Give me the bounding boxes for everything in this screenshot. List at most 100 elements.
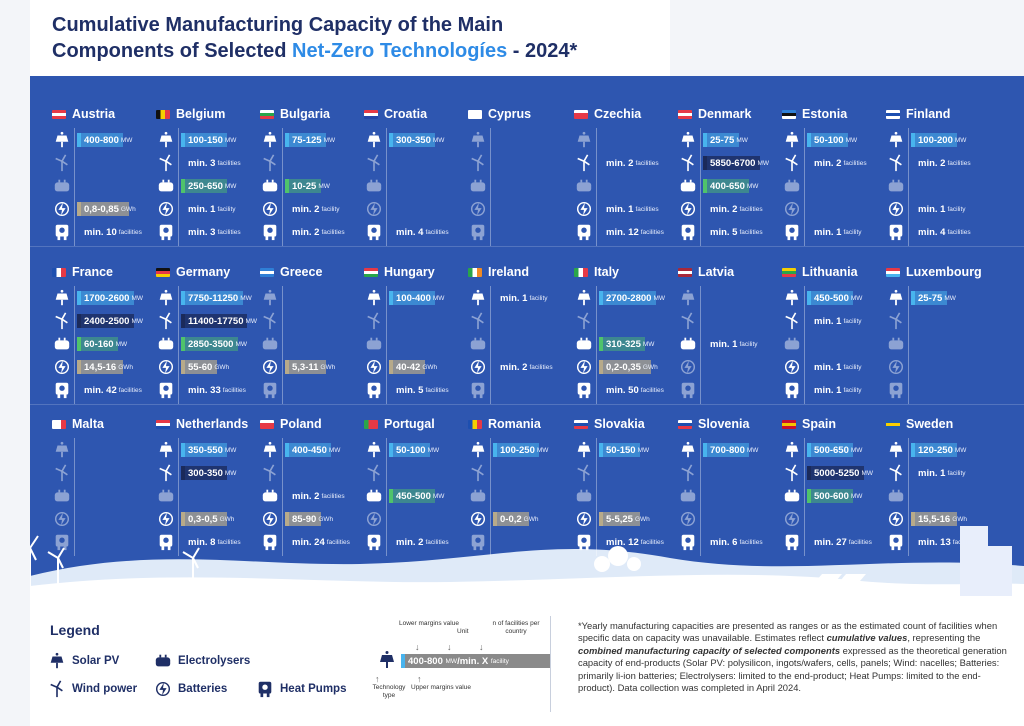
capacity-value: min. 12 [606,536,639,548]
capacity-value: 100-250 [500,444,535,456]
flag-icon [52,109,66,119]
country-panel: Austria 400-800 MW 0,8-0,85 GWh min. 10 facili… [30,76,1024,596]
capacity-bar: 500-650 MW [807,443,862,457]
icon-divider [282,128,283,246]
capacity-bar: 450-500 MW [389,489,444,503]
capacity-value: 40-42 [396,361,421,373]
wind-turbine-icon [886,153,906,173]
capacity-bar: 100-150 MW [181,133,236,147]
electrolyser-icon [468,176,488,196]
capacity-row: min. 13 facilities [911,534,976,550]
heat-pump-icon [52,532,72,552]
wind-turbine-icon [156,311,176,331]
capacity-unit: facility [321,205,340,213]
wind-turbine-icon [468,311,488,331]
capacity-bar: min. 2 facilities [807,156,867,170]
solar-panel-icon [886,288,906,308]
country-card-germany: Germany 7750-11250 MW 11400-17750 MW 2850-350… [156,264,262,409]
flag-icon [782,109,796,119]
capacity-row: 120-250 MW [911,442,966,458]
schema-sample-fac: facility [490,657,509,665]
capacity-value: 60-160 [84,338,114,350]
electrolyser-icon [574,334,594,354]
capacity-row: 0,2-0,35 GWh [599,359,658,375]
capacity-row: min. 24 facilities [285,534,350,550]
capacity-unit: facilities [947,228,971,236]
capacity-value: 250-650 [188,180,223,192]
country-name: Poland [280,417,322,431]
capacity-unit: facility [843,228,862,236]
icon-divider [908,438,909,556]
country-name: Lithuania [802,265,858,279]
capacity-row: min. 4 facilities [911,224,971,240]
capacity-row: min. 2 facilities [807,155,867,171]
heat-pump-icon [258,681,272,698]
country-card-luxembourg: Luxembourg 25-75 MW [886,264,992,409]
solar-panel-icon [574,130,594,150]
heat-pump-icon [678,532,698,552]
note-part-2: , representing the [907,632,981,644]
schema-sample-bar: 400-800 MW / min. X facility [401,654,551,668]
capacity-unit: GWh [320,363,336,371]
flag-icon [364,109,378,119]
electrolyser-icon [155,654,171,667]
capacity-unit: MW [653,294,665,302]
country-header: Sweden [886,416,953,432]
capacity-value: min. 24 [292,536,325,548]
capacity-bar: 55-60 GWh [181,360,229,374]
capacity-row: 0,3-0,5 GWh [181,511,234,527]
capacity-unit: facility [843,317,862,325]
wind-turbine-icon [678,463,698,483]
solar-panel-icon [468,440,488,460]
electrolyser-icon [886,176,906,196]
battery-icon [52,199,72,219]
solar-panel-icon [782,130,802,150]
schema-lower-label: Lower margins value [399,620,459,627]
country-header: Netherlands [156,416,248,432]
flag-icon [260,267,274,277]
capacity-bar: 0,3-0,5 GWh [181,512,234,526]
capacity-unit: MW [850,446,863,454]
wind-turbine-icon [260,311,280,331]
capacity-row: 100-200 MW [911,132,966,148]
capacity-unit: facilities [947,159,971,167]
country-header: Ireland [468,264,529,280]
country-header: Cyprus [468,106,531,122]
capacity-row: 5,3-11 GWh [285,359,335,375]
capacity-row: 40-42 GWh [389,359,437,375]
capacity-unit: MW [432,294,445,302]
capacity-bar: 5-5,25 GWh [599,512,650,526]
capacity-value: 100-400 [396,292,431,304]
capacity-unit: MW [757,159,769,167]
country-card-malta: Malta [52,416,158,561]
capacity-bar: min. 5 facilities [703,225,763,239]
capacity-row: min. 33 facilities [181,382,246,398]
country-header: Bulgaria [260,106,330,122]
capacity-bar: 100-250 MW [493,443,548,457]
icon-divider [596,128,597,246]
country-card-estonia: Estonia 50-100 MW min. 2 facilities min. 1 fac… [782,106,888,251]
schema-nfac-label: n of facilities per country [492,620,540,635]
electrolyser-icon [52,486,72,506]
solar-panel-icon [678,440,698,460]
solar-panel-icon [678,288,698,308]
capacity-bar: 300-350 MW [181,466,236,480]
capacity-bar: 5850-6700 MW [703,156,769,170]
icon-divider [700,128,701,246]
capacity-value: min. 3 [188,226,216,238]
capacity-unit: facilities [739,205,763,213]
note-bold-2: combined manufacturing capacity of selec… [578,644,841,656]
capacity-value: min. 8 [188,536,216,548]
capacity-value: 450-500 [814,292,849,304]
capacity-bar: 7750-11250 MW [181,291,252,305]
capacity-value: 75-125 [292,134,322,146]
capacity-unit: facilities [425,538,449,546]
capacity-unit: facilities [640,538,664,546]
capacity-bar: min. 4 facilities [389,225,449,239]
capacity-unit: GWh [214,363,230,371]
capacity-value: 25-75 [710,134,735,146]
battery-icon [678,357,698,377]
capacity-bar: 300-350 MW [389,133,444,147]
heat-pump-icon [52,222,72,242]
capacity-value: 310-325 [606,338,641,350]
